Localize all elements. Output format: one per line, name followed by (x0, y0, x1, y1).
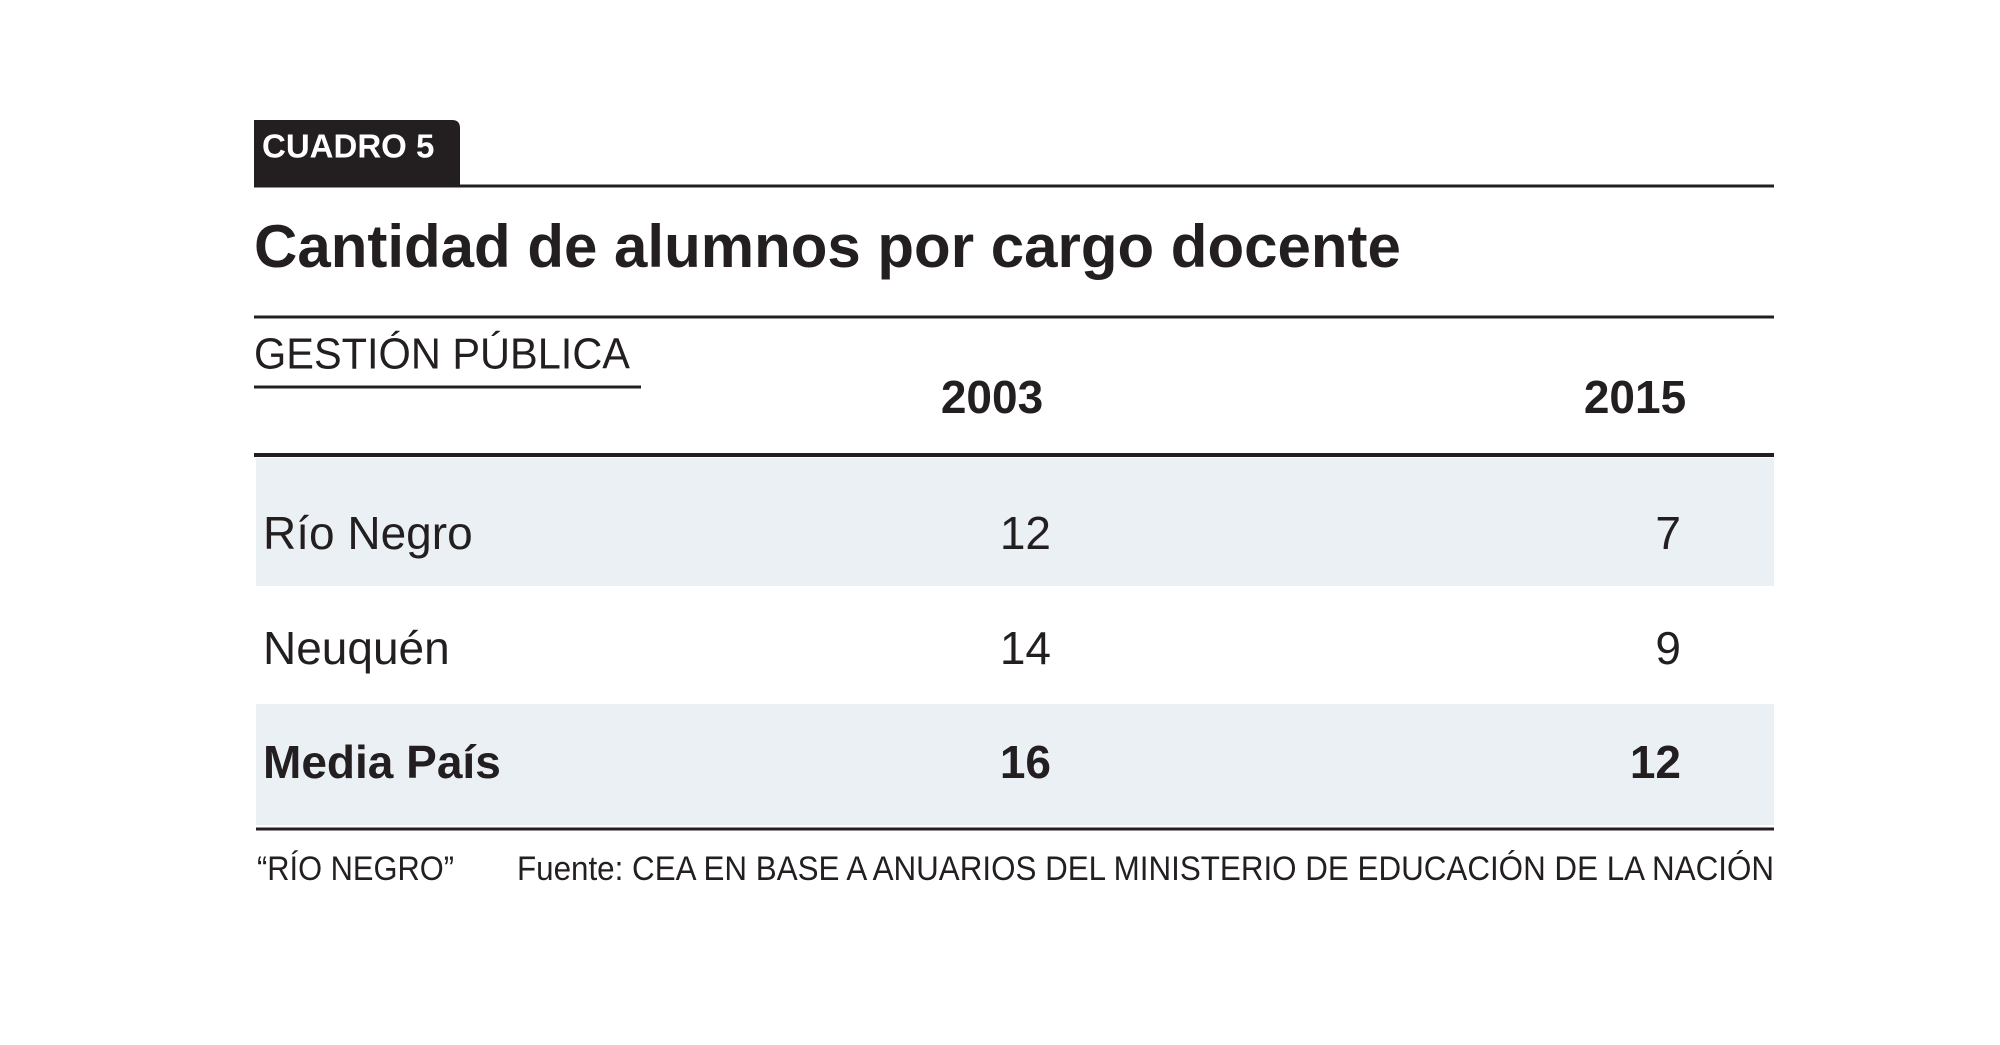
row-label: Neuquén (263, 622, 450, 674)
cell-value: 9 (1655, 622, 1681, 674)
rows: Río Negro 12 7 Neuquén 14 9 Media País 16 12 (263, 507, 1681, 788)
row-band (256, 458, 1774, 586)
cell-value: 14 (1000, 622, 1051, 674)
cell-value: 16 (1000, 736, 1051, 788)
cell-value: 12 (1000, 507, 1051, 559)
column-header: 2003 (941, 371, 1043, 423)
cell-value: 7 (1655, 507, 1681, 559)
footer-note: “RÍO NEGRO” (257, 850, 454, 888)
footer-source: Fuente: CEA EN BASE A ANUARIOS DEL MINIS… (517, 850, 1774, 888)
column-header: 2015 (1584, 371, 1686, 423)
section-label: GESTIÓN PÚBLICA (254, 330, 631, 379)
title: Cantidad de alumnos por cargo docente (254, 213, 1401, 280)
row-band (256, 704, 1774, 825)
row-label: Media País (263, 736, 501, 788)
cell-value: 12 (1630, 736, 1681, 788)
label-tab (254, 120, 460, 186)
label: CUADRO 5 (262, 128, 434, 165)
row-label: Río Negro (263, 507, 473, 559)
